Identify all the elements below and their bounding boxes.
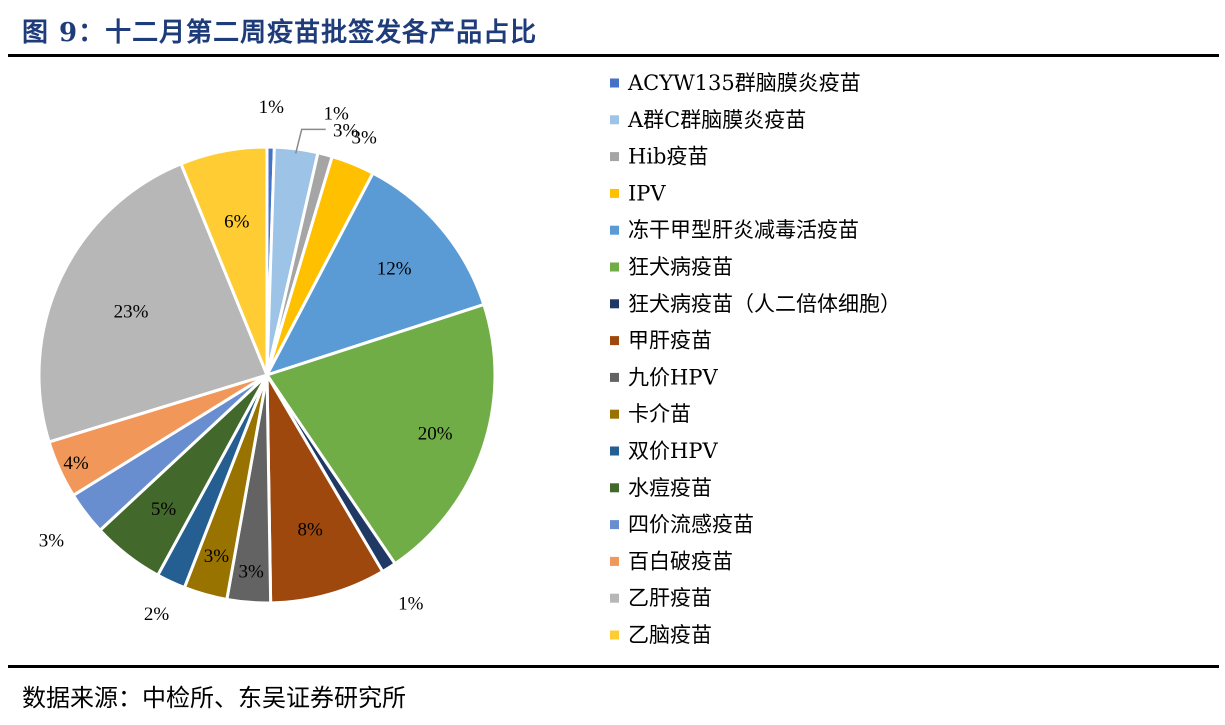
source-note: 数据来源：中检所、东吴证券研究所 [22, 684, 406, 712]
legend-swatch-14 [610, 556, 619, 566]
legend-label-1: ACYW135群脑膜炎疫苗 [627, 71, 861, 95]
legend-swatch-1 [610, 78, 619, 88]
data-label-11: 2% [144, 604, 170, 625]
data-label-16: 6% [224, 212, 250, 233]
legend-swatch-6 [610, 262, 619, 272]
data-label-3: 1% [324, 104, 350, 125]
legend-swatch-4 [610, 188, 619, 198]
data-label-4: 3% [352, 127, 378, 148]
legend-swatch-7 [610, 299, 619, 309]
data-label-14: 4% [63, 453, 89, 474]
legend-label-6: 狂犬病疫苗 [628, 255, 733, 279]
pie-slice-16 [179, 145, 269, 376]
data-label-6: 20% [418, 424, 453, 445]
top-rule [8, 54, 1219, 57]
data-label-15: 23% [114, 302, 149, 323]
legend-label-4: IPV [628, 181, 666, 205]
legend-swatch-13 [610, 520, 619, 530]
legend-swatch-9 [610, 372, 619, 382]
legend-label-9: 九价HPV [628, 365, 718, 389]
data-label-10: 3% [204, 546, 230, 567]
legend-swatch-11 [610, 446, 619, 456]
data-label-7: 1% [398, 593, 424, 614]
legend-swatch-15 [610, 593, 619, 603]
data-label-5: 12% [377, 259, 412, 280]
data-label-9: 3% [239, 561, 265, 582]
legend-swatch-8 [610, 336, 619, 346]
legend-label-3: Hib疫苗 [628, 145, 708, 169]
data-labels: 1%3%1%3%12%20%1%8%3%3%2%5%3%4%23%6% [39, 97, 453, 625]
legend-label-8: 甲肝疫苗 [628, 329, 712, 353]
pie-slice-8 [265, 369, 385, 605]
legend-swatch-3 [610, 152, 619, 162]
data-label-12: 5% [151, 499, 177, 520]
legend-swatch-10 [610, 409, 619, 419]
leader-lines [294, 128, 326, 154]
legend-label-7: 狂犬病疫苗（人二倍体细胞） [628, 292, 901, 316]
pie-slices [37, 145, 497, 605]
legend: ACYW135群脑膜炎疫苗 A群C群脑膜炎疫苗 Hib疫苗 IPV 冻干甲型肝炎减毒活疫… [610, 71, 901, 647]
pie-slice-15 [37, 161, 270, 444]
legend-swatch-16 [610, 630, 619, 640]
figure-title: 图 9：十二月第二周疫苗批签发各产品占比 [22, 18, 538, 48]
legend-label-2: A群C群脑膜炎疫苗 [627, 108, 806, 132]
pie-chart: 1%3%1%3%12%20%1%8%3%3%2%5%3%4%23%6% ACYW… [37, 71, 901, 647]
legend-label-14: 百白破疫苗 [628, 549, 733, 573]
legend-label-5: 冻干甲型肝炎减毒活疫苗 [628, 218, 859, 242]
legend-swatch-5 [610, 225, 619, 235]
leader-line [294, 128, 326, 154]
legend-label-13: 四价流感疫苗 [628, 513, 754, 537]
pie-slice-6 [264, 302, 497, 566]
legend-label-12: 水痘疫苗 [628, 476, 712, 500]
legend-label-10: 卡介苗 [628, 402, 691, 426]
bottom-rule [8, 665, 1219, 668]
data-label-8: 8% [298, 520, 324, 541]
data-label-2: 3% [333, 120, 359, 141]
legend-swatch-12 [610, 483, 619, 493]
legend-label-15: 乙肝疫苗 [628, 586, 712, 610]
data-label-13: 3% [39, 531, 65, 552]
legend-swatch-2 [610, 115, 619, 125]
legend-label-16: 乙脑疫苗 [628, 623, 712, 647]
data-label-1: 1% [259, 97, 285, 118]
pie-slice-5 [263, 171, 486, 378]
legend-label-11: 双价HPV [628, 439, 718, 463]
